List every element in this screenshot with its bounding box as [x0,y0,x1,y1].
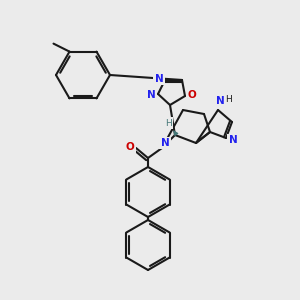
Text: N: N [147,90,155,100]
Text: H: H [166,118,172,127]
Text: O: O [188,90,196,100]
Text: O: O [126,142,134,152]
Text: N: N [216,96,224,106]
Text: N: N [160,138,169,148]
Text: H: H [225,94,231,103]
Text: N: N [229,135,237,145]
Text: N: N [154,74,164,84]
